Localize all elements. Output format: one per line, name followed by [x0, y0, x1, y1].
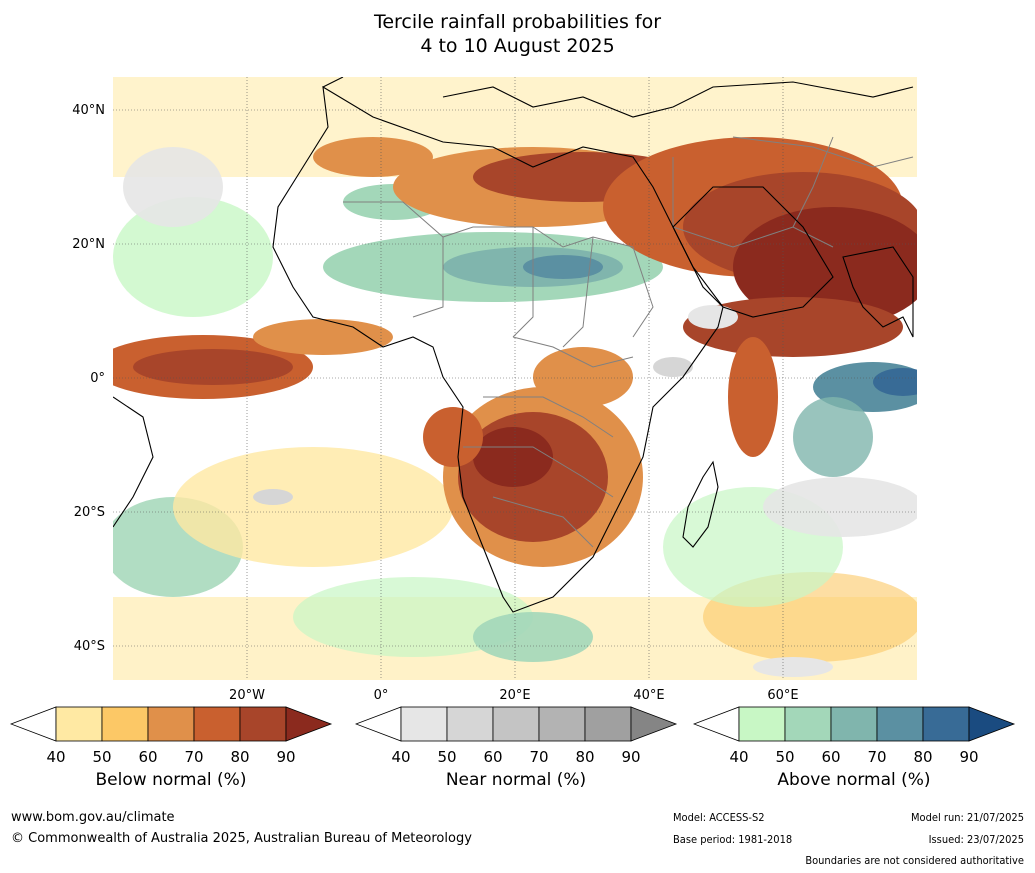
colorbar-below-normal-swatches [10, 706, 333, 742]
rainfall-probability-map [113, 77, 917, 680]
footer-copyright: © Commonwealth of Australia 2025, Austra… [11, 831, 472, 846]
madagascar-coastline [682, 460, 719, 548]
colorbar-near-normal: 40 50 60 70 80 90 Near normal (%) [355, 706, 680, 796]
footer-issued: Issued: 23/07/2025 [928, 833, 1024, 846]
colorbar-above-normal-swatches [693, 706, 1016, 742]
cb-below-tick-60: 60 [138, 748, 158, 766]
cb-near-swatch-3 [492, 706, 540, 742]
colorbar-near-normal-swatches [355, 706, 678, 742]
cb-below-tick-70: 70 [184, 748, 204, 766]
cb-near-swatch-4 [538, 706, 586, 742]
cb-below-swatch-0 [10, 706, 57, 742]
cb-near-swatch-0 [355, 706, 402, 742]
cb-above-tick-60: 60 [821, 748, 841, 766]
lon-label-20e: 20°E [499, 688, 531, 703]
cb-below-caption: Below normal (%) [95, 770, 247, 790]
cb-near-tick-60: 60 [483, 748, 503, 766]
lat-label-40s: 40°S [73, 639, 105, 654]
cb-below-tick-80: 80 [230, 748, 250, 766]
gridlines [113, 77, 917, 680]
coastlines [113, 77, 914, 613]
cb-near-tick-80: 80 [575, 748, 595, 766]
footer-base-period: Base period: 1981-2018 [673, 833, 793, 846]
cb-near-tick-70: 70 [529, 748, 549, 766]
cb-above-swatch-6 [968, 706, 1016, 742]
cb-near-tick-90: 90 [621, 748, 641, 766]
europe-coastline [322, 77, 914, 118]
cb-below-swatch-2 [101, 706, 149, 742]
cb-below-swatch-1 [55, 706, 103, 742]
cb-near-swatch-5 [584, 706, 632, 742]
cb-above-tick-70: 70 [867, 748, 887, 766]
cb-above-tick-40: 40 [729, 748, 749, 766]
lon-label-60e: 60°E [767, 688, 799, 703]
colorbar-below-normal: 40 50 60 70 80 90 Below normal (%) [10, 706, 335, 796]
footer-website-link[interactable]: www.bom.gov.au/climate [11, 810, 175, 825]
footer-model-run: Model run: 21/07/2025 [911, 811, 1024, 824]
cb-below-swatch-5 [239, 706, 287, 742]
lon-label-40e: 40°E [633, 688, 665, 703]
cb-below-swatch-3 [147, 706, 195, 742]
lat-label-40n: 40°N [72, 103, 105, 118]
cb-below-tick-40: 40 [46, 748, 66, 766]
india-coastline [842, 246, 914, 338]
country-borders [343, 136, 914, 548]
cb-below-swatch-4 [193, 706, 241, 742]
cb-near-caption: Near normal (%) [445, 770, 587, 790]
cb-above-caption: Above normal (%) [777, 770, 931, 790]
cb-near-tick-50: 50 [437, 748, 457, 766]
footer-disclaimer: Boundaries are not considered authoritat… [805, 854, 1024, 867]
cb-above-swatch-3 [830, 706, 878, 742]
colorbar-above-normal: 40 50 60 70 80 90 Above normal (%) [693, 706, 1018, 796]
cb-below-tick-90: 90 [276, 748, 296, 766]
arabia-coastline [672, 186, 834, 318]
lon-label-0: 0° [373, 688, 389, 703]
map-title-line1: Tercile rainfall probabilities for [373, 11, 662, 33]
lon-label-20w: 20°W [229, 688, 265, 703]
cb-above-tick-90: 90 [959, 748, 979, 766]
lat-label-20s: 20°S [73, 505, 105, 520]
footer-model: Model: ACCESS-S2 [673, 811, 765, 824]
cb-above-swatch-0 [693, 706, 740, 742]
map-svg [113, 77, 917, 680]
cb-above-swatch-5 [922, 706, 970, 742]
cb-above-swatch-2 [784, 706, 832, 742]
cb-near-swatch-2 [446, 706, 494, 742]
map-title-line2: 4 to 10 August 2025 [420, 35, 615, 57]
cb-above-swatch-1 [738, 706, 786, 742]
lat-label-20n: 20°N [72, 237, 105, 252]
cb-near-tick-40: 40 [391, 748, 411, 766]
cb-near-swatch-6 [630, 706, 678, 742]
south-america-coastline [113, 396, 154, 528]
cb-above-tick-80: 80 [913, 748, 933, 766]
cb-below-swatch-6 [285, 706, 333, 742]
cb-near-swatch-1 [400, 706, 448, 742]
africa-coastline [272, 85, 724, 613]
cb-above-tick-50: 50 [775, 748, 795, 766]
cb-above-swatch-4 [876, 706, 924, 742]
cb-below-tick-50: 50 [92, 748, 112, 766]
lat-label-eq: 0° [90, 371, 105, 386]
